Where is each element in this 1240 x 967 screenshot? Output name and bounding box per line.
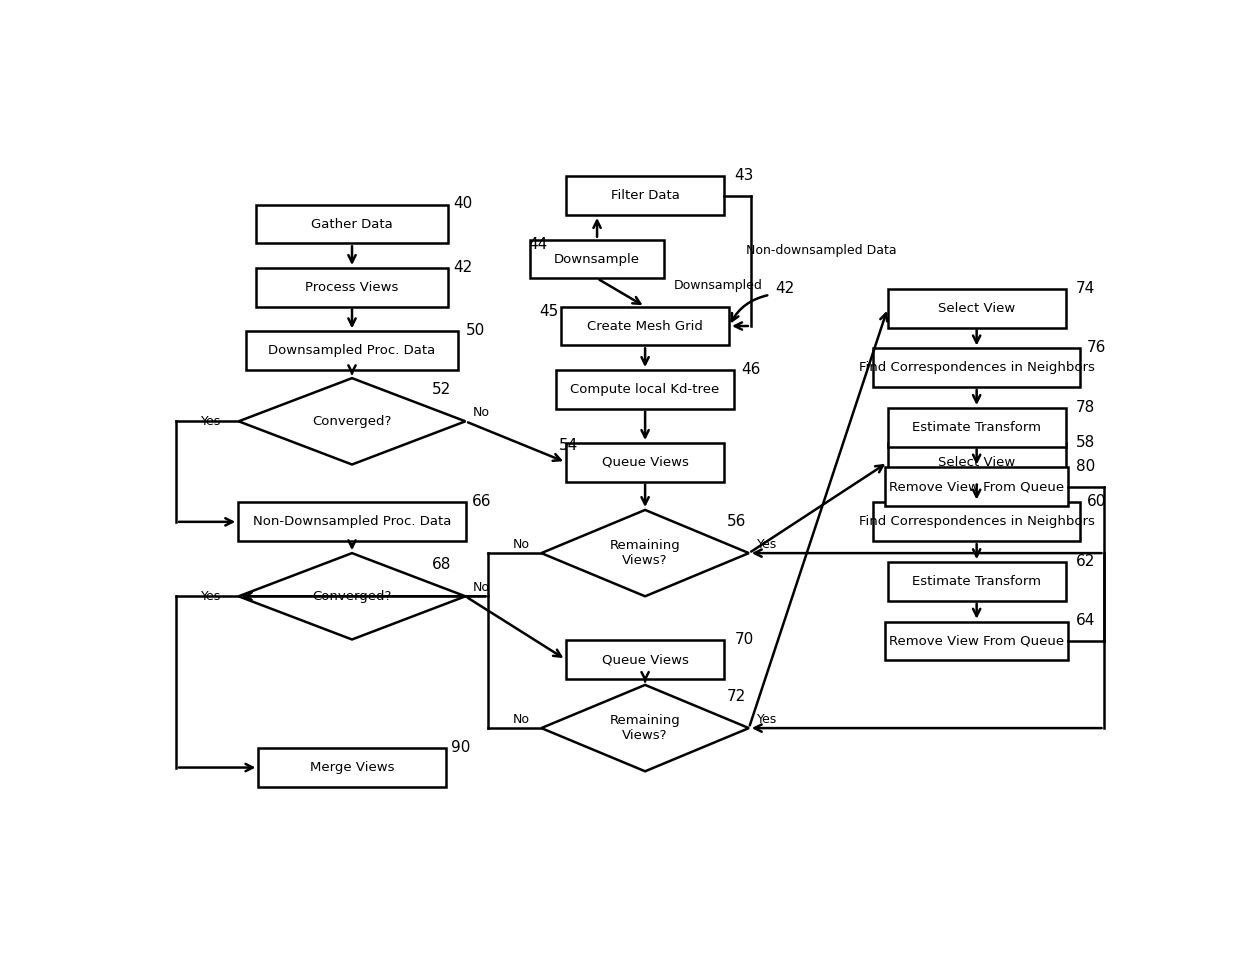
FancyBboxPatch shape [565, 176, 724, 215]
Polygon shape [542, 510, 749, 597]
FancyBboxPatch shape [888, 443, 1065, 482]
Text: 78: 78 [1075, 399, 1095, 415]
Text: 74: 74 [1075, 280, 1095, 296]
FancyBboxPatch shape [255, 268, 448, 307]
Polygon shape [238, 553, 465, 639]
Text: Find Correspondences in Neighbors: Find Correspondences in Neighbors [859, 362, 1095, 374]
Text: 76: 76 [1087, 340, 1106, 355]
Text: No: No [474, 581, 490, 594]
Text: Estimate Transform: Estimate Transform [913, 575, 1042, 588]
Text: Create Mesh Grid: Create Mesh Grid [588, 319, 703, 333]
Text: 64: 64 [1075, 613, 1095, 629]
FancyBboxPatch shape [565, 640, 724, 679]
FancyBboxPatch shape [247, 332, 458, 370]
Text: 60: 60 [1087, 494, 1106, 510]
FancyBboxPatch shape [560, 307, 729, 345]
FancyBboxPatch shape [258, 748, 445, 787]
Text: 80: 80 [1075, 459, 1095, 474]
Text: 68: 68 [432, 557, 451, 571]
Polygon shape [238, 378, 465, 464]
Text: Select View: Select View [937, 302, 1016, 314]
FancyBboxPatch shape [885, 467, 1068, 506]
FancyBboxPatch shape [238, 503, 466, 542]
Text: 54: 54 [558, 438, 578, 453]
Text: 40: 40 [453, 196, 472, 212]
FancyBboxPatch shape [873, 503, 1080, 542]
Text: Compute local Kd-tree: Compute local Kd-tree [570, 383, 719, 396]
Text: Filter Data: Filter Data [610, 190, 680, 202]
Text: 62: 62 [1075, 554, 1095, 569]
Text: 72: 72 [727, 689, 746, 704]
FancyBboxPatch shape [255, 205, 448, 244]
Text: Find Correspondences in Neighbors: Find Correspondences in Neighbors [859, 515, 1095, 528]
Text: Yes: Yes [756, 538, 776, 550]
Text: Converged?: Converged? [312, 415, 392, 427]
Text: No: No [474, 406, 490, 419]
Text: Process Views: Process Views [305, 280, 399, 294]
Text: Select View: Select View [937, 455, 1016, 469]
Text: Queue Views: Queue Views [601, 455, 688, 469]
Text: 50: 50 [465, 323, 485, 338]
Text: 90: 90 [451, 740, 470, 755]
Text: Remove View From Queue: Remove View From Queue [889, 481, 1064, 493]
FancyBboxPatch shape [557, 370, 734, 409]
FancyBboxPatch shape [888, 289, 1065, 328]
Text: 46: 46 [742, 362, 760, 377]
Text: 45: 45 [539, 304, 559, 318]
FancyBboxPatch shape [888, 562, 1065, 601]
FancyBboxPatch shape [885, 622, 1068, 660]
Text: Queue Views: Queue Views [601, 653, 688, 666]
FancyBboxPatch shape [888, 408, 1065, 447]
Text: 66: 66 [472, 494, 491, 510]
Text: Yes: Yes [201, 590, 221, 602]
Text: Downsampled Proc. Data: Downsampled Proc. Data [268, 344, 435, 357]
Text: Non-downsampled Data: Non-downsampled Data [746, 244, 897, 256]
Text: Remaining
Views?: Remaining Views? [610, 540, 681, 567]
Text: 70: 70 [734, 632, 754, 647]
FancyBboxPatch shape [873, 348, 1080, 387]
Text: Remove View From Queue: Remove View From Queue [889, 634, 1064, 648]
Text: Converged?: Converged? [312, 590, 392, 602]
Text: Estimate Transform: Estimate Transform [913, 421, 1042, 434]
Text: Remaining
Views?: Remaining Views? [610, 714, 681, 742]
Text: Yes: Yes [201, 415, 221, 427]
Text: 42: 42 [453, 260, 472, 275]
Text: Downsample: Downsample [554, 252, 640, 266]
Text: No: No [513, 538, 529, 550]
Polygon shape [542, 685, 749, 772]
Text: Downsampled: Downsampled [675, 278, 763, 292]
Text: Gather Data: Gather Data [311, 218, 393, 230]
Text: Merge Views: Merge Views [310, 761, 394, 774]
Text: 58: 58 [1075, 435, 1095, 450]
Text: Non-Downsampled Proc. Data: Non-Downsampled Proc. Data [253, 515, 451, 528]
FancyBboxPatch shape [565, 443, 724, 482]
Text: 43: 43 [734, 168, 754, 183]
Text: 42: 42 [775, 281, 794, 296]
Text: 44: 44 [528, 237, 547, 251]
FancyBboxPatch shape [529, 240, 665, 278]
Text: 52: 52 [432, 382, 451, 396]
Text: 56: 56 [727, 513, 746, 529]
Text: Yes: Yes [756, 713, 776, 725]
Text: No: No [513, 713, 529, 725]
